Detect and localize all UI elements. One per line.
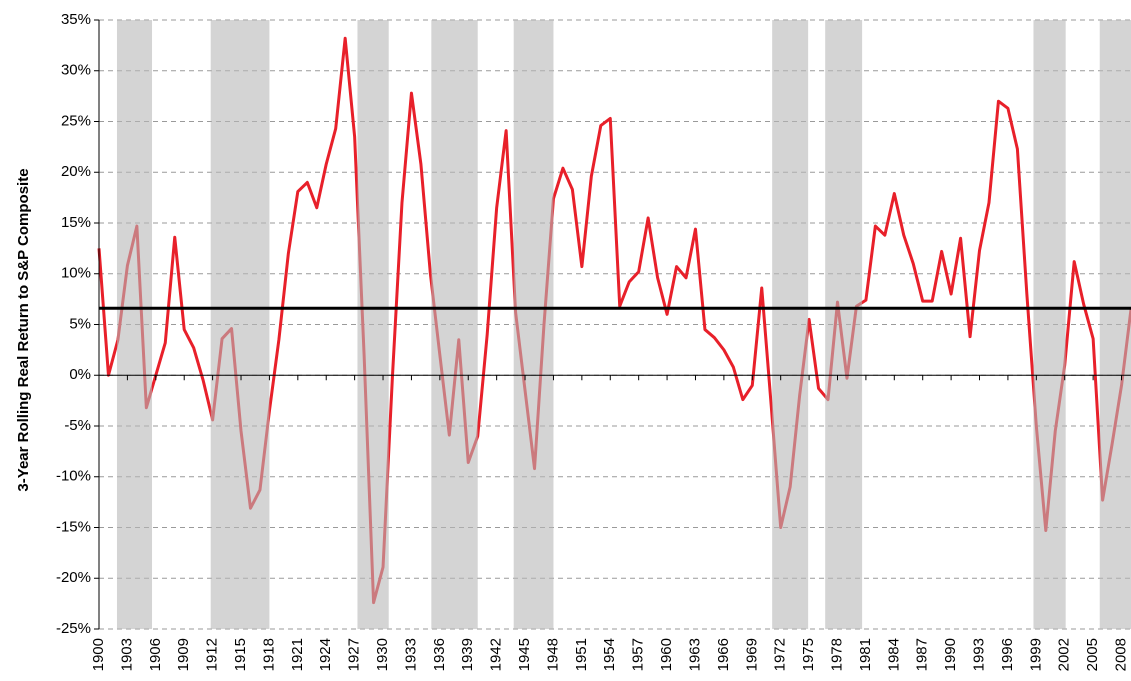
x-tick-label: 1978 — [828, 638, 845, 671]
shaded-period — [825, 20, 863, 629]
x-tick-label: 1981 — [857, 638, 874, 671]
x-tick-label: 1966 — [715, 638, 732, 671]
shaded-period — [772, 20, 809, 629]
x-tick-label: 1948 — [544, 638, 561, 671]
x-tick-label: 1972 — [772, 638, 789, 671]
x-tick-label: 1969 — [743, 638, 760, 671]
x-tick-label: 1960 — [658, 638, 675, 671]
x-tick-label: 1939 — [459, 638, 476, 671]
shaded-period — [210, 20, 270, 629]
y-tick-label: 30% — [61, 62, 91, 79]
y-tick-label: 20% — [61, 163, 91, 180]
x-tick-label: 1900 — [90, 638, 107, 671]
x-tick-label: 1987 — [914, 638, 931, 671]
y-tick-label: -10% — [56, 468, 91, 485]
x-tick-label: 1975 — [800, 638, 817, 671]
x-tick-label: 1915 — [232, 638, 249, 671]
y-axis-label: 3-Year Rolling Real Return to S&P Compos… — [15, 168, 32, 491]
x-tick-label: 1993 — [970, 638, 987, 671]
y-tick-label: 5% — [69, 315, 91, 332]
y-tick-label: 25% — [61, 112, 91, 129]
shaded-period — [431, 20, 478, 629]
x-tick-label: 1921 — [289, 638, 306, 671]
x-tick-label: 1990 — [942, 638, 959, 671]
x-tick-label: 1996 — [999, 638, 1016, 671]
shaded-period — [1099, 20, 1131, 629]
y-tick-label: 15% — [61, 214, 91, 231]
shaded-period — [357, 20, 389, 629]
x-tick-label: 1924 — [317, 638, 334, 671]
x-tick-label: 1984 — [885, 638, 902, 671]
x-tick-label: 1936 — [431, 638, 448, 671]
x-tick-label: 1918 — [260, 638, 277, 671]
y-tick-label: 10% — [61, 265, 91, 282]
y-tick-label: 0% — [69, 366, 91, 383]
x-tick-label: 1963 — [686, 638, 703, 671]
x-tick-label: 1999 — [1027, 638, 1044, 671]
y-tick-label: 35% — [61, 11, 91, 28]
x-tick-label: 2005 — [1084, 638, 1101, 671]
y-tick-label: -20% — [56, 569, 91, 586]
x-tick-label: 1954 — [601, 638, 618, 671]
x-tick-label: 1906 — [147, 638, 164, 671]
x-tick-label: 2008 — [1113, 638, 1130, 671]
x-tick-label: 1927 — [346, 638, 363, 671]
y-tick-label: -5% — [64, 417, 91, 434]
x-tick-label: 1909 — [175, 638, 192, 671]
x-tick-label: 1903 — [118, 638, 135, 671]
x-tick-label: 1930 — [374, 638, 391, 671]
x-tick-label: 1951 — [573, 638, 590, 671]
shaded-period — [513, 20, 554, 629]
y-tick-label: -25% — [56, 620, 91, 637]
x-tick-label: 1957 — [630, 638, 647, 671]
shaded-period — [1033, 20, 1066, 629]
x-tick-label: 1945 — [516, 638, 533, 671]
x-tick-label: 1933 — [402, 638, 419, 671]
x-tick-label: 2002 — [1056, 638, 1073, 671]
x-tick-label: 1912 — [204, 638, 221, 671]
shaded-period — [116, 20, 153, 629]
y-tick-label: -15% — [56, 518, 91, 535]
x-tick-label: 1942 — [488, 638, 505, 671]
data-line — [97, 36, 1131, 605]
